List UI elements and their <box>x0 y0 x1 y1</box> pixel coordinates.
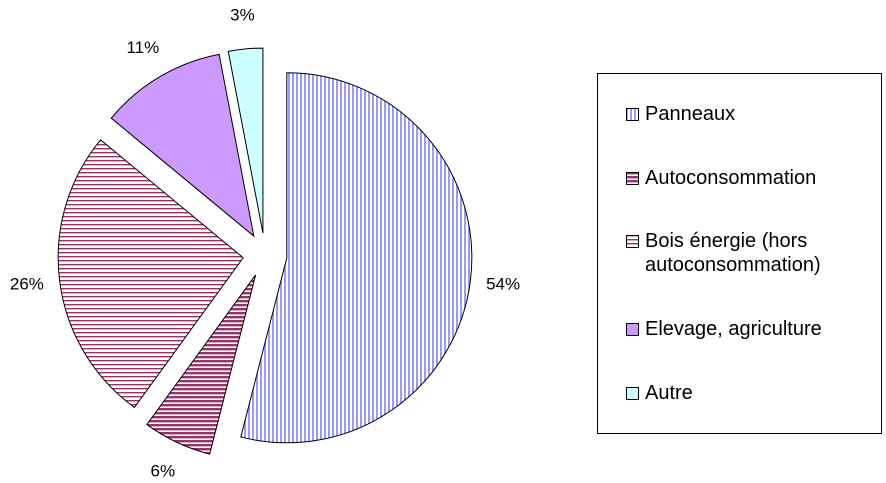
legend-swatch <box>626 171 639 185</box>
legend-entry: Panneaux <box>626 102 881 126</box>
legend-entry: Autre <box>626 381 881 405</box>
pie-slice <box>146 274 257 455</box>
data-label: 6% <box>151 462 176 481</box>
legend-swatch <box>626 235 639 249</box>
legend-label: Elevage, agriculture <box>645 318 822 341</box>
legend-label: Panneaux <box>645 102 736 125</box>
legend-entry: Bois énergie (hors autoconsommation) <box>626 229 881 277</box>
pie-slice <box>57 139 244 409</box>
data-label: 3% <box>230 6 255 25</box>
legend-label: Bois énergie (hors autoconsommation) <box>645 230 821 277</box>
data-label: 54% <box>486 275 520 294</box>
data-label: 26% <box>10 275 44 294</box>
legend-swatch <box>626 387 639 401</box>
legend-entry: Autoconsommation <box>626 166 881 190</box>
legend: Panneaux Autoconsommation Bois énergie (ho… <box>597 73 882 434</box>
data-label: 11% <box>126 38 159 57</box>
pie-area: 54% 6% 26% 11% 3% <box>10 6 520 481</box>
pie-slice <box>110 53 255 238</box>
pie-slice <box>240 72 473 444</box>
legend-entry: Elevage, agriculture <box>626 317 881 341</box>
pie-slice <box>227 47 264 234</box>
legend-label: Autoconsommation <box>645 166 817 189</box>
legend-swatch <box>626 107 639 121</box>
legend-label: Autre <box>645 382 693 405</box>
legend-swatch <box>626 323 639 337</box>
